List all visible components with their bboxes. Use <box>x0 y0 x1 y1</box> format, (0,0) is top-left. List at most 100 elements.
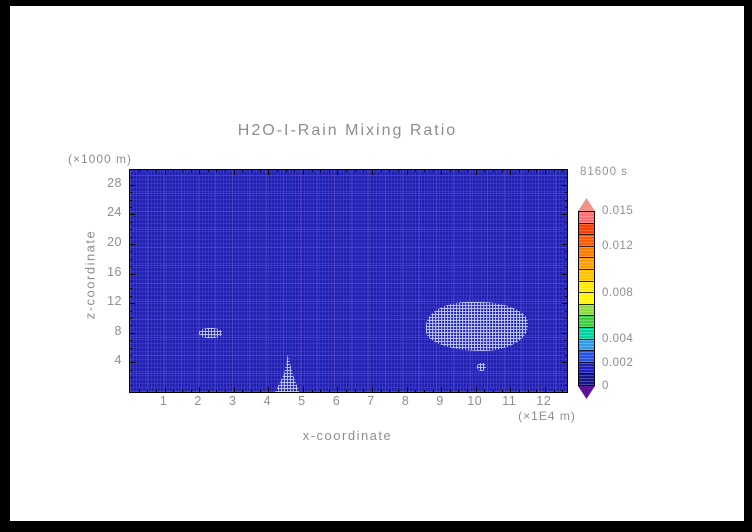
axis-tick <box>303 170 304 175</box>
axis-tick <box>433 390 434 392</box>
colorbar-segment <box>579 326 594 339</box>
axis-tick <box>565 259 567 260</box>
axis-tick <box>294 170 295 172</box>
colorbar-segment <box>579 350 594 362</box>
x-tick-label: 6 <box>332 394 341 408</box>
axis-tick <box>493 390 494 392</box>
axis-tick <box>458 170 459 172</box>
elevated-rain-region <box>199 328 222 338</box>
x-tick-label: 1 <box>159 394 168 408</box>
x-tick-label: 12 <box>536 394 552 408</box>
axis-tick <box>565 222 567 223</box>
axis-tick <box>381 390 382 392</box>
axis-tick <box>130 348 132 349</box>
axis-tick <box>130 237 132 238</box>
colorbar-tick-label: 0.004 <box>602 333 634 346</box>
x-tick-label: 11 <box>502 394 517 408</box>
axis-tick <box>562 390 563 392</box>
x-tick-label: 2 <box>194 394 202 408</box>
axis-tick <box>208 390 209 392</box>
axis-tick <box>130 311 132 312</box>
axis-tick <box>565 385 567 386</box>
colorbar-segment <box>579 338 594 351</box>
axis-tick <box>433 170 434 172</box>
axis-tick <box>156 170 157 172</box>
axis-tick <box>565 370 567 371</box>
axis-tick <box>562 274 567 275</box>
axis-tick <box>415 390 416 392</box>
axis-tick <box>130 244 135 245</box>
axis-tick <box>312 170 313 172</box>
axis-tick <box>191 390 192 392</box>
axis-tick <box>545 387 546 392</box>
axis-tick <box>251 390 252 392</box>
axis-tick <box>268 387 269 392</box>
colorbar-segment <box>579 303 594 316</box>
axis-tick <box>450 390 451 392</box>
x-tick-label: 10 <box>467 394 483 408</box>
axis-tick <box>536 390 537 392</box>
axis-tick <box>130 207 132 208</box>
colorbar-segment <box>579 280 594 293</box>
axis-tick <box>484 390 485 392</box>
axis-tick <box>415 170 416 172</box>
axis-tick <box>234 387 235 392</box>
colorbar-segment <box>579 222 594 235</box>
axis-tick <box>398 390 399 392</box>
axis-tick <box>312 390 313 392</box>
y-tick-label: 8 <box>114 323 122 338</box>
axis-tick <box>565 325 567 326</box>
axis-tick <box>441 170 442 175</box>
axis-tick <box>493 170 494 172</box>
axis-tick <box>355 170 356 172</box>
axis-tick <box>130 377 132 378</box>
y-axis-title: z-coordinate <box>82 229 98 320</box>
colorbar-over-range-arrow <box>578 198 595 211</box>
axis-tick <box>130 370 132 371</box>
axis-tick <box>165 170 166 175</box>
axis-tick <box>389 390 390 392</box>
axis-tick <box>130 340 132 341</box>
axis-tick <box>502 390 503 392</box>
axis-tick <box>242 390 243 392</box>
colorbar-tick-label: 0 <box>602 380 609 392</box>
axis-tick <box>562 244 567 245</box>
axis-tick <box>130 259 132 260</box>
axis-tick <box>199 387 200 392</box>
timestamp-label: 81600 s <box>580 166 628 178</box>
axis-tick <box>130 362 135 363</box>
axis-tick <box>562 303 567 304</box>
axis-tick <box>565 355 567 356</box>
axis-tick <box>467 170 468 172</box>
axis-tick <box>130 325 132 326</box>
axis-tick <box>130 281 132 282</box>
axis-tick <box>130 333 135 334</box>
axis-tick <box>554 170 555 172</box>
axis-tick <box>147 390 148 392</box>
x-tick-label: 8 <box>401 394 410 408</box>
axis-tick <box>484 170 485 172</box>
chart-title: H2O-I-Rain Mixing Ratio <box>237 122 458 139</box>
colorbar-segment <box>579 361 594 374</box>
axis-tick <box>346 390 347 392</box>
axis-tick <box>337 170 338 175</box>
axis-tick <box>130 296 132 297</box>
x-axis-unit-label: (×1E4 m) <box>518 409 576 423</box>
colorbar-segment <box>579 268 594 281</box>
axis-tick <box>562 185 567 186</box>
axis-tick <box>130 200 132 201</box>
axis-tick <box>165 387 166 392</box>
axis-tick <box>320 390 321 392</box>
axis-tick <box>424 390 425 392</box>
axis-tick <box>398 170 399 172</box>
plot-canvas: H2O-I-Rain Mixing Ratio (×1000 m) 81600 … <box>10 6 744 521</box>
axis-tick <box>173 170 174 172</box>
axis-tick <box>389 170 390 172</box>
axis-tick <box>565 348 567 349</box>
axis-tick <box>130 266 132 267</box>
axis-tick <box>277 170 278 172</box>
axis-tick <box>130 214 135 215</box>
axis-tick <box>130 222 132 223</box>
axis-tick <box>562 362 567 363</box>
axis-tick <box>519 390 520 392</box>
